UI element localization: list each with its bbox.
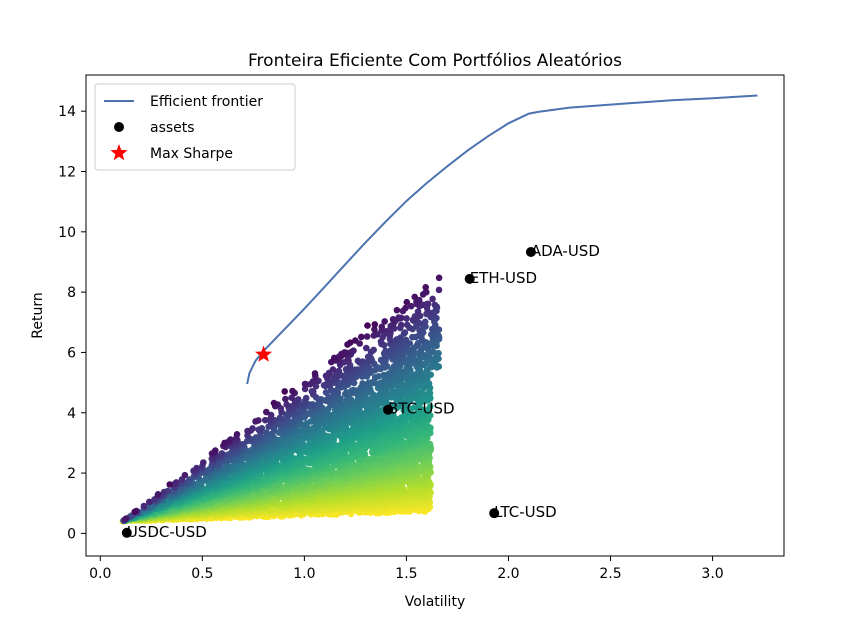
portfolio-point (261, 416, 269, 424)
portfolio-point (431, 301, 439, 309)
portfolio-point (395, 314, 403, 321)
portfolio-point (343, 389, 350, 396)
portfolio-point (397, 321, 405, 329)
portfolio-point (393, 336, 401, 343)
portfolio-point (308, 388, 316, 395)
portfolio-point (244, 427, 251, 435)
portfolio-point (409, 333, 416, 341)
portfolio-point (370, 346, 378, 354)
portfolio-point (369, 455, 376, 462)
portfolio-point (200, 459, 207, 466)
portfolio-point (389, 316, 397, 323)
portfolio-point (421, 318, 429, 326)
portfolio-point (255, 426, 262, 434)
portfolio-point (365, 379, 373, 387)
portfolio-point (335, 367, 343, 375)
portfolio-point (435, 286, 443, 294)
portfolio-point (359, 380, 366, 387)
portfolio-point (427, 489, 434, 496)
portfolio-point (173, 479, 180, 486)
random-portfolios-scatter (119, 274, 443, 525)
portfolio-point (370, 332, 378, 339)
portfolio-point (282, 395, 289, 403)
portfolio-point (354, 357, 362, 365)
portfolio-point (322, 389, 330, 396)
portfolio-point (403, 321, 411, 329)
portfolio-point (193, 464, 200, 472)
portfolio-point (429, 295, 436, 303)
portfolio-point (329, 366, 337, 373)
portfolio-point (382, 347, 389, 355)
portfolio-point (140, 502, 148, 510)
portfolio-point (363, 344, 370, 352)
portfolio-point (181, 471, 189, 479)
portfolio-point (283, 401, 291, 408)
portfolio-point (252, 418, 259, 425)
portfolio-point (218, 450, 226, 457)
portfolio-point (401, 329, 409, 336)
portfolio-point (160, 488, 168, 496)
portfolio-point (302, 394, 310, 402)
portfolio-point (145, 498, 153, 506)
